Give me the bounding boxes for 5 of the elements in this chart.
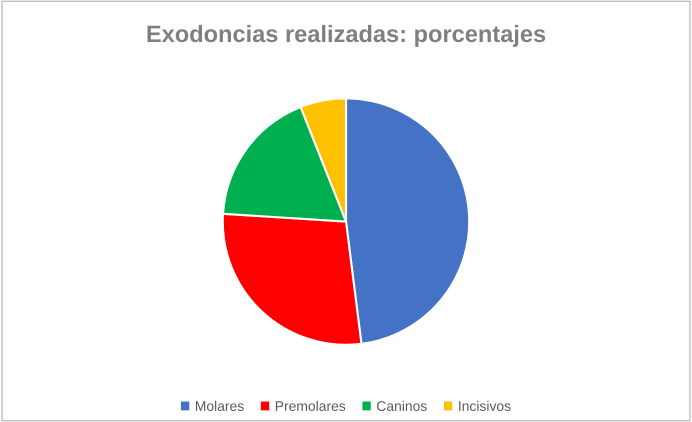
legend-label: Molares bbox=[196, 400, 244, 411]
legend-label: Premolares bbox=[276, 400, 346, 411]
chart-title: Exodoncias realizadas: porcentajes bbox=[147, 24, 546, 47]
legend-label: Incisivos bbox=[459, 400, 511, 411]
legend-label: Caninos bbox=[377, 400, 427, 411]
